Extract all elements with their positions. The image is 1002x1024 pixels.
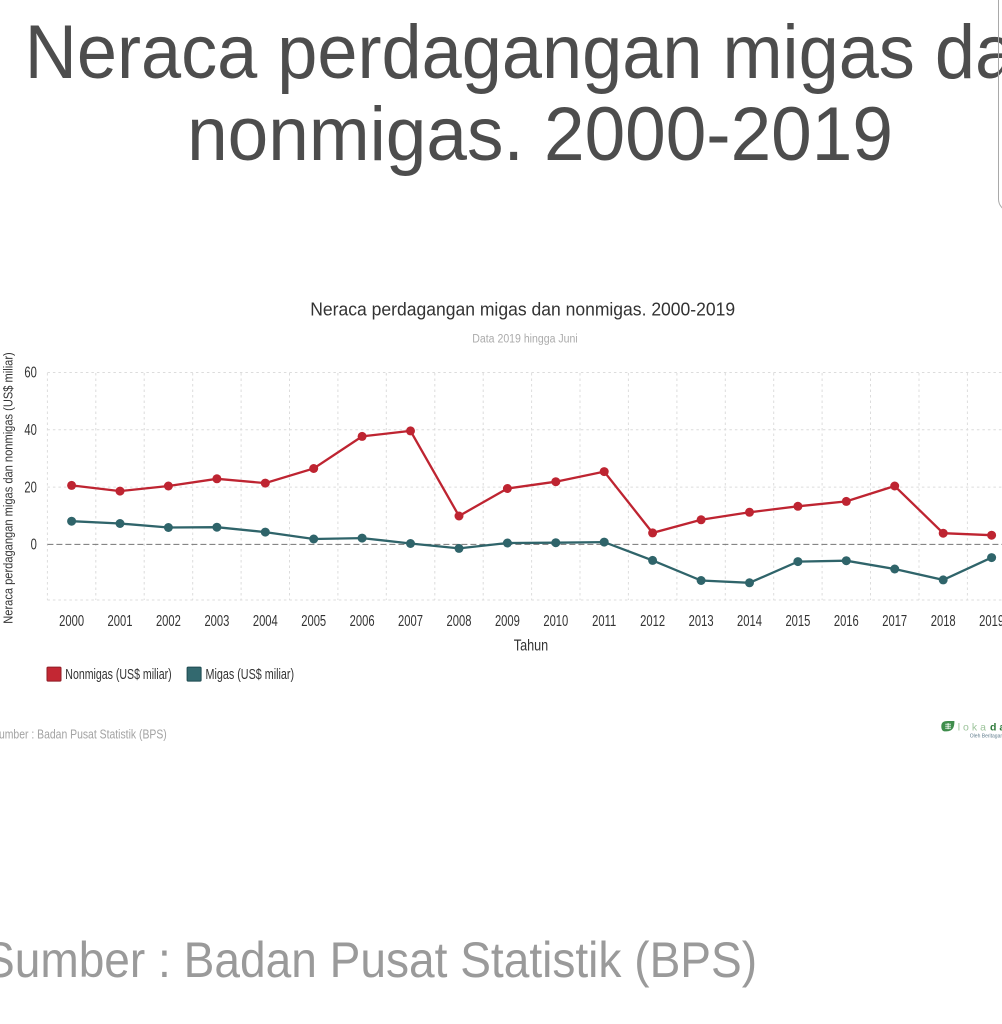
svg-text:2009: 2009 [495,611,520,630]
svg-text:Migas (US$ miliar): Migas (US$ miliar) [206,665,295,682]
svg-text:Nonmigas (US$ miliar): Nonmigas (US$ miliar) [65,665,171,682]
svg-text:2008: 2008 [447,611,472,630]
svg-text:2017: 2017 [882,611,907,630]
svg-text:Oleh Beritagar.id: Oleh Beritagar.id [970,734,1002,740]
svg-text:Sumber : Badan Pusat Statistik: Sumber : Badan Pusat Statistik (BPS) [0,727,167,741]
svg-text:2010: 2010 [543,611,568,630]
svg-text:2018: 2018 [931,611,956,630]
svg-text:loka: loka [958,722,989,734]
svg-text:2013: 2013 [689,611,714,630]
svg-text:2004: 2004 [253,611,278,630]
svg-text:Data 2019 hingga Juni: Data 2019 hingga Juni [472,333,577,346]
svg-text:2011: 2011 [592,611,616,630]
svg-text:2001: 2001 [108,611,133,630]
svg-text:2002: 2002 [156,611,181,630]
svg-text:60: 60 [24,363,37,382]
svg-text:2019: 2019 [979,611,1002,630]
svg-text:Neraca perdagangan migas dan n: Neraca perdagangan migas dan nonmigas (U… [1,352,16,623]
svg-text:2014: 2014 [737,611,762,630]
svg-text:2006: 2006 [350,611,375,630]
svg-text:40: 40 [24,420,37,439]
svg-text:2007: 2007 [398,611,423,630]
svg-text:0: 0 [31,535,37,554]
svg-text:2000: 2000 [59,611,84,630]
svg-text:2015: 2015 [785,611,810,630]
svg-text:data: data [990,722,1002,734]
svg-text:2012: 2012 [640,611,665,630]
svg-text:2016: 2016 [834,611,859,630]
svg-text:20: 20 [24,477,37,496]
svg-text:Tahun: Tahun [514,637,548,655]
svg-text:2005: 2005 [301,611,326,630]
svg-text:2003: 2003 [204,611,229,630]
svg-text:Neraca perdagangan migas dan n: Neraca perdagangan migas dan nonmigas. 2… [310,299,735,320]
